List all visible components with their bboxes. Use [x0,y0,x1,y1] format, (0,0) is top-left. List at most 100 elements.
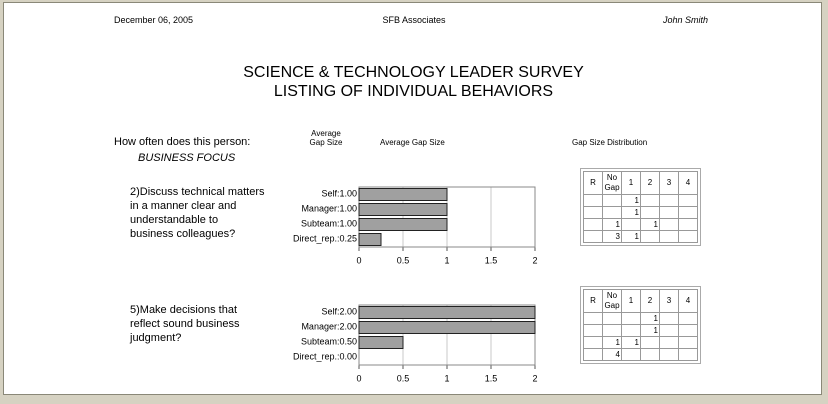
value-label: 0.25 [339,234,357,244]
count-cell [602,312,622,325]
count-cell [602,206,622,219]
x-tick-label: 2 [532,373,537,383]
person-name: John Smith [663,15,709,25]
count-cell [583,336,603,349]
count-cell [678,218,698,231]
count-cell [621,218,641,231]
count-cell [678,206,698,219]
header-cell: No Gap [602,171,622,195]
category-label: Manager: [301,322,339,332]
bar-label: Direct_rep.:0.25 [293,234,357,244]
count-cell [678,336,698,349]
value-label: 1.00 [339,219,357,229]
x-tick-label: 0.5 [397,373,410,383]
count-cell [659,336,679,349]
count-cell [659,348,679,361]
x-tick-label: 0 [356,373,361,383]
category-label: Direct_rep.: [293,234,340,244]
count-cell [678,348,698,361]
category: BUSINESS FOCUS [138,152,236,164]
count-cell: 1 [640,324,660,337]
question-line: 5)Make decisions that [130,304,237,316]
prompt: How often does this person: [114,136,251,148]
count-cell [621,348,641,361]
title: LISTING OF INDIVIDUAL BEHAVIORS [273,83,554,100]
bar [358,218,448,231]
table-row: 1 [583,312,698,325]
count-cell [659,312,679,325]
question-line: judgment? [130,332,182,344]
table-row: 1 [583,206,698,219]
category-label: Subteam: [301,337,340,347]
header-cell: R [583,289,603,313]
bar-label: Subteam:0.50 [301,337,357,347]
plot-frame [358,186,536,248]
count-cell [621,312,641,325]
x-tick-label: 0.5 [397,255,410,265]
count-cell [583,194,603,207]
count-cell [678,230,698,243]
table-row: 4 [583,348,698,361]
value-label: 1.00 [339,189,357,199]
count-cell [583,312,603,325]
value-label: 2.00 [339,307,357,317]
table-row: 1 [583,194,698,207]
count-cell [583,206,603,219]
count-cell [583,348,603,361]
header-cell: 1 [621,171,641,195]
bar-chart: 0 0.5 1 1.5 2Self:2.00Manager:2.00Subteam:0.… [293,304,538,383]
count-cell: 1 [621,206,641,219]
bar-label: Direct_rep.:0.00 [293,352,357,362]
count-cell [659,324,679,337]
category-label: Direct_rep.: [293,352,340,362]
count-cell [640,194,660,207]
column-header: Gap Size Distribution [572,138,648,147]
question-line: business colleagues? [130,228,236,240]
value-label: 2.00 [339,322,357,332]
header-cell: 4 [678,289,698,313]
count-cell [583,230,603,243]
x-tick-label: 1.5 [485,255,498,265]
header-cell: 2 [640,171,660,195]
value-label: 0.50 [339,337,357,347]
bar [358,321,536,334]
count-cell: 1 [621,230,641,243]
question-line: in a manner clear and [130,200,237,212]
bar [358,233,382,246]
title: SCIENCE & TECHNOLOGY LEADER SURVEY [243,64,584,81]
gap-distribution-table: R No Gap 1 2 3 4 1 1 1 1 4 [580,286,701,364]
count-cell [583,218,603,231]
header-cell: 1 [621,289,641,313]
company: SFB Associates [382,15,446,25]
header-cell: 3 [659,171,679,195]
header-cell: 3 [659,289,679,313]
table-header-row: R No Gap 1 2 3 4 [583,289,698,313]
question-line: reflect sound business [130,318,240,330]
count-cell [659,218,679,231]
x-tick-label: 1 [444,373,449,383]
x-tick-label: 1 [444,255,449,265]
x-tick-label: 2 [532,255,537,265]
bar-label: Self:2.00 [321,307,357,317]
question-line: 2)Discuss technical matters [130,186,265,198]
category-label: Self: [321,189,339,199]
count-cell: 1 [621,194,641,207]
column-header: Average Gap Size [309,129,343,147]
count-cell: 3 [602,230,622,243]
value-label: 0.00 [339,352,357,362]
count-cell [640,348,660,361]
count-cell [659,206,679,219]
table-header-row: R No Gap 1 2 3 4 [583,171,698,195]
question-line: understandable to [130,214,219,226]
column-header: Average Gap Size [380,138,445,147]
table-row: 1 [583,324,698,337]
report-date: December 06, 2005 [114,15,194,25]
x-tick-label: 1.5 [485,373,498,383]
bar [358,336,404,349]
bar-chart: 0 0.5 1 1.5 2Self:1.00Manager:1.00Subteam:1.… [293,186,538,265]
count-cell: 4 [602,348,622,361]
bar [358,306,536,319]
